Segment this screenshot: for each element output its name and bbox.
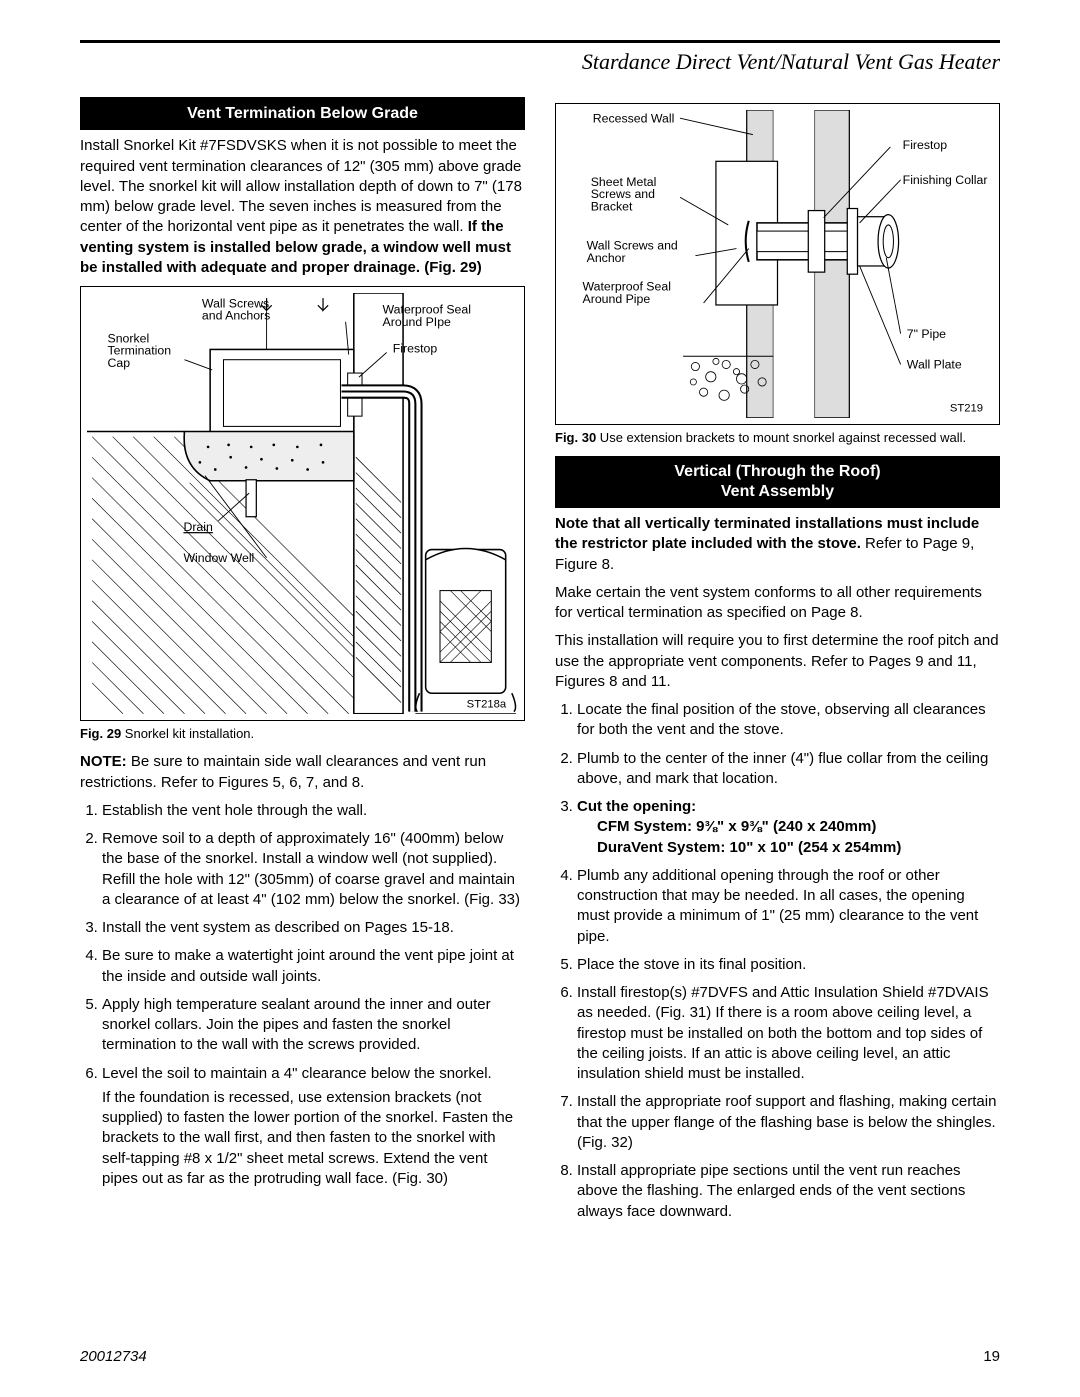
rstep-7: Install the appropriate roof support and… (577, 1092, 1000, 1153)
svg-text:Cap: Cap (108, 356, 131, 370)
rstep-3-l3: DuraVent System: 10" x 10" (254 x 254mm) (597, 838, 1000, 858)
svg-text:Around PIpe: Around PIpe (383, 315, 452, 329)
intro-paragraph: Install Snorkel Kit #7FSDVSKS when it is… (80, 136, 525, 278)
svg-text:ST219: ST219 (950, 402, 983, 414)
right-column: Recessed Wall Sheet Metal Screws and Bra… (555, 97, 1000, 1230)
fig30-text: Use extension brackets to mount snorkel … (596, 430, 966, 445)
header-title: Stardance Direct Vent/Natural Vent Gas H… (80, 47, 1000, 77)
svg-text:Drain: Drain (183, 520, 213, 534)
figure-29: Wall Screws and Anchors Waterproof Seal … (80, 286, 525, 721)
right-p2: Make certain the vent system conforms to… (555, 583, 1000, 624)
note-text: Be sure to maintain side wall clearances… (80, 753, 486, 790)
step-1: Establish the vent hole through the wall… (102, 801, 525, 821)
fig29-text: Snorkel kit installation. (121, 726, 254, 741)
rstep-8: Install appropriate pipe sections until … (577, 1161, 1000, 1222)
svg-text:Recessed Wall: Recessed Wall (593, 111, 675, 125)
page-number: 19 (983, 1347, 1000, 1367)
figure-29-svg: Wall Screws and Anchors Waterproof Seal … (87, 293, 518, 714)
step-6-text: Level the soil to maintain a 4" clearanc… (102, 1065, 492, 1082)
right-note: Note that all vertically terminated inst… (555, 514, 1000, 575)
svg-text:Wall Plate: Wall Plate (907, 357, 962, 371)
step-5: Apply high temperature sealant around th… (102, 995, 525, 1056)
svg-text:ST218a: ST218a (467, 699, 507, 711)
step-6-extra: If the foundation is recessed, use exten… (102, 1088, 525, 1189)
right-p3: This installation will require you to fi… (555, 631, 1000, 692)
svg-text:and Anchors: and Anchors (202, 309, 270, 323)
step-3: Install the vent system as described on … (102, 918, 525, 938)
fig30-label: Fig. 30 (555, 430, 596, 445)
left-steps: Establish the vent hole through the wall… (80, 801, 525, 1189)
left-column: Vent Termination Below Grade Install Sno… (80, 97, 525, 1230)
rstep-3: Cut the opening: CFM System: 9⅜" x 9⅜" (… (577, 797, 1000, 858)
right-steps: Locate the final position of the stove, … (555, 700, 1000, 1222)
figure-30: Recessed Wall Sheet Metal Screws and Bra… (555, 103, 1000, 425)
svg-text:Firestop: Firestop (903, 138, 948, 152)
columns: Vent Termination Below Grade Install Sno… (80, 97, 1000, 1230)
fig29-label: Fig. 29 (80, 726, 121, 741)
rstep-2: Plumb to the center of the inner (4") fl… (577, 749, 1000, 790)
svg-text:7" Pipe: 7" Pipe (907, 326, 946, 340)
header-rule (80, 40, 1000, 43)
rstep-1: Locate the final position of the stove, … (577, 700, 1000, 741)
figure-30-caption: Fig. 30 Use extension brackets to mount … (555, 429, 1000, 447)
svg-text:Bracket: Bracket (591, 199, 633, 213)
rstep-6: Install firestop(s) #7DVFS and Attic Ins… (577, 983, 1000, 1084)
svg-text:Anchor: Anchor (587, 251, 626, 265)
svg-text:Firestop: Firestop (393, 342, 438, 356)
note-paragraph: NOTE: Be sure to maintain side wall clea… (80, 752, 525, 793)
figure-30-svg: Recessed Wall Sheet Metal Screws and Bra… (562, 110, 993, 418)
section-title-right: Vertical (Through the Roof) Vent Assembl… (555, 456, 1000, 508)
note-label: NOTE: (80, 753, 127, 770)
figure-29-caption: Fig. 29 Snorkel kit installation. (80, 725, 525, 743)
rstep-3-l2: CFM System: 9⅜" x 9⅜" (240 x 240mm) (597, 817, 1000, 837)
rstep-4: Plumb any additional opening through the… (577, 866, 1000, 947)
intro-text: Install Snorkel Kit #7FSDVSKS when it is… (80, 137, 522, 235)
step-2: Remove soil to a depth of approximately … (102, 829, 525, 910)
svg-text:Finishing Collar: Finishing Collar (903, 173, 988, 187)
svg-text:Around Pipe: Around Pipe (583, 292, 651, 306)
svg-text:Window Well: Window Well (183, 551, 254, 565)
rstep-5: Place the stove in its final position. (577, 955, 1000, 975)
footer: 20012734 19 (80, 1347, 1000, 1367)
doc-number: 20012734 (80, 1347, 147, 1367)
step-6: Level the soil to maintain a 4" clearanc… (102, 1064, 525, 1190)
step-4: Be sure to make a watertight joint aroun… (102, 946, 525, 987)
section-title-left: Vent Termination Below Grade (80, 97, 525, 131)
rstep-3-l1: Cut the opening: (577, 798, 696, 815)
